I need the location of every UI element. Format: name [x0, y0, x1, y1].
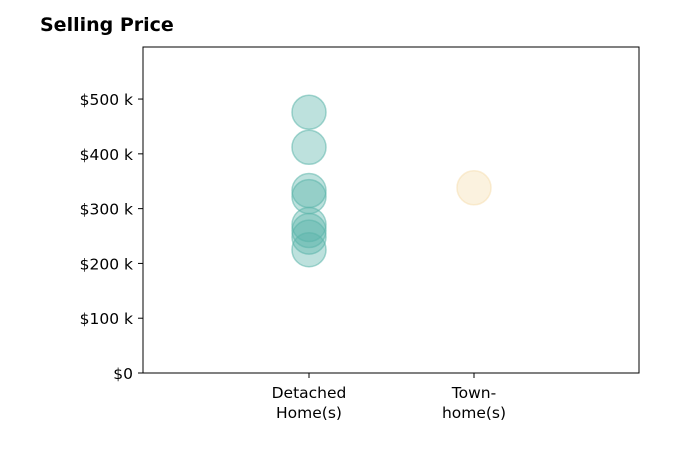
- chart-title: Selling Price: [40, 14, 174, 36]
- y-tick-label: $500 k: [80, 91, 133, 109]
- x-tick-label: home(s): [442, 404, 506, 422]
- data-point: [456, 170, 492, 206]
- x-tick-label: Home(s): [276, 404, 342, 422]
- data-point: [291, 129, 327, 166]
- y-tick-label: $100 k: [80, 310, 133, 328]
- y-tick-label: $0: [113, 365, 133, 383]
- y-tick-label: $400 k: [80, 146, 133, 164]
- y-axis: $0 $100 k $200 k $300 k $400 k $500 k: [80, 91, 143, 383]
- data-points: [291, 94, 492, 268]
- x-tick-label: Detached: [272, 384, 347, 402]
- x-tick-label: Town-: [451, 384, 496, 402]
- data-point: [291, 94, 327, 130]
- x-axis: Detached Home(s) Town-home(s): [272, 373, 506, 422]
- y-tick-label: $200 k: [80, 255, 133, 273]
- data-point: [291, 231, 327, 268]
- y-tick-label: $300 k: [80, 201, 133, 219]
- data-point: [291, 219, 327, 255]
- plot-frame: [142, 46, 640, 374]
